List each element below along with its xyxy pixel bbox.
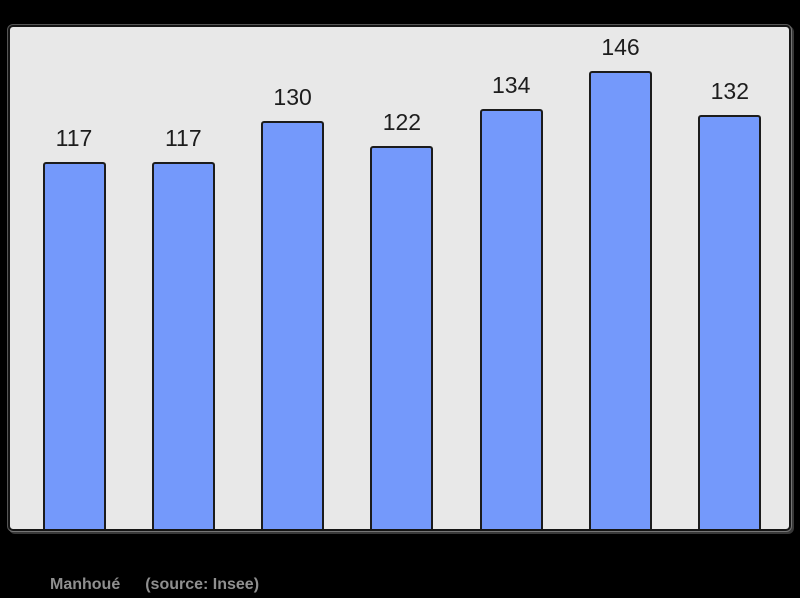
bar-value-label: 134 [492, 72, 531, 98]
bar-value-label: 130 [273, 84, 312, 110]
bar [698, 115, 762, 529]
population-bar-chart: 117 117 130 122 134 146 132 [8, 25, 791, 531]
bar [479, 109, 543, 529]
bar [370, 146, 434, 529]
chart-caption: Manhoué (source: Insee) [50, 576, 259, 594]
bar [42, 162, 106, 529]
bar-value-label: 117 [55, 125, 93, 151]
source-label: (source: Insee) [145, 576, 260, 593]
bar [589, 71, 652, 529]
commune-name-label: Manhoué [50, 576, 121, 593]
bar-value-label: 146 [601, 34, 640, 60]
bar [151, 162, 215, 529]
bar-value-label: 117 [164, 125, 202, 151]
bar [261, 121, 325, 529]
bar-value-label: 122 [382, 109, 422, 135]
plot-area: 117 117 130 122 134 146 132 [10, 27, 789, 529]
bar-value-label: 132 [710, 78, 749, 104]
